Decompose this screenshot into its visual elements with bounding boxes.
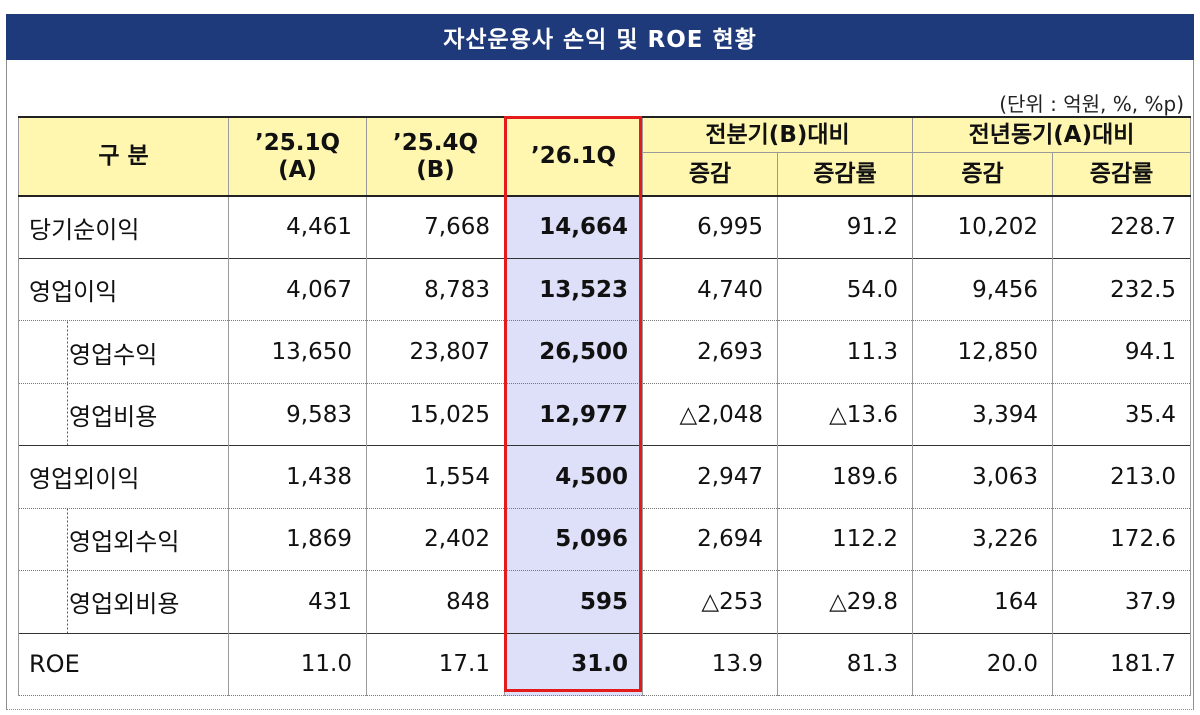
cell-b: 2,402 [366,507,505,571]
table-row: 영업외비용 431 848 595 △253 △29.8 164 37.9 [18,570,1192,634]
row-label: 당기순이익 [18,196,229,259]
table-row: 영업이익 4,067 8,783 13,523 4,740 54.0 9,456… [18,257,1192,321]
header-qoq-change-rate: 증감률 [776,151,914,197]
cell-b: 7,668 [366,196,505,259]
cell-yoy-rate: 181.7 [1052,632,1192,697]
cell-qoq-rate: △13.6 [776,382,914,446]
cell-qoq: △2,048 [642,382,778,446]
row-label: 영업이익 [18,257,229,321]
cell-yoy: 9,456 [912,257,1054,321]
table-title: 자산운용사 손익 및 ROE 현황 [6,14,1194,60]
table-row: 영업외수익 1,869 2,402 5,096 2,694 112.2 3,22… [18,507,1192,571]
cell-qoq: 6,995 [642,196,778,259]
cell-qoq-rate: 112.2 [776,507,914,571]
table-row: 영업수익 13,650 23,807 26,500 2,693 11.3 12,… [18,320,1192,384]
cell-qoq-rate: △29.8 [776,570,914,634]
cell-qoq: △253 [642,570,778,634]
cell-yoy: 3,226 [912,507,1054,571]
cell-b: 23,807 [366,320,505,384]
cell-c: 26,500 [504,320,643,384]
cell-qoq-rate: 54.0 [776,257,914,321]
unit-note: (단위 : 억원, %, %p) [999,92,1184,116]
cell-yoy: 164 [912,570,1054,634]
asset-manager-pl-table: 구 분 ’25.1Q (A) ’25.4Q (B) ’26.1Q 전분기(B)대… [18,116,1192,697]
cell-qoq: 2,947 [642,445,778,509]
cell-a: 13,650 [228,320,367,384]
row-label: 영업수익 [18,320,229,384]
cell-a: 431 [228,570,367,634]
cell-a: 4,067 [228,257,367,321]
cell-qoq-rate: 91.2 [776,196,914,259]
cell-c: 13,523 [504,257,643,321]
header-yoy-change: 증감 [912,151,1054,197]
table-row: ROE 11.0 17.1 31.0 13.9 81.3 20.0 181.7 [18,632,1192,697]
cell-qoq: 2,694 [642,507,778,571]
cell-b: 1,554 [366,445,505,509]
cell-yoy-rate: 35.4 [1052,382,1192,446]
row-label: 영업비용 [18,382,229,446]
cell-b: 17.1 [366,632,505,697]
cell-yoy: 3,394 [912,382,1054,446]
cell-a: 11.0 [228,632,367,697]
cell-c: 595 [504,570,643,634]
cell-c: 14,664 [504,196,643,259]
cell-yoy-rate: 94.1 [1052,320,1192,384]
cell-qoq-rate: 11.3 [776,320,914,384]
cell-c: 5,096 [504,507,643,571]
row-label: 영업외비용 [18,570,229,634]
cell-yoy: 3,063 [912,445,1054,509]
cell-qoq: 2,693 [642,320,778,384]
table-row: 당기순이익 4,461 7,668 14,664 6,995 91.2 10,2… [18,196,1192,259]
cell-c: 12,977 [504,382,643,446]
header-25-1q: ’25.1Q (A) [228,116,367,197]
cell-yoy-rate: 228.7 [1052,196,1192,259]
cell-a: 1,869 [228,507,367,571]
cell-yoy-rate: 232.5 [1052,257,1192,321]
cell-a: 9,583 [228,382,367,446]
header-qoq-change: 증감 [642,151,778,197]
cell-b: 8,783 [366,257,505,321]
row-label: 영업외이익 [18,445,229,509]
cell-yoy: 20.0 [912,632,1054,697]
cell-yoy: 10,202 [912,196,1054,259]
cell-a: 4,461 [228,196,367,259]
cell-yoy-rate: 37.9 [1052,570,1192,634]
cell-yoy-rate: 172.6 [1052,507,1192,571]
cell-yoy: 12,850 [912,320,1054,384]
cell-c: 4,500 [504,445,643,509]
header-25-1q-line2: (A) [278,156,317,183]
header-yoy-group: 전년동기(A)대비 [912,116,1192,153]
cell-qoq-rate: 81.3 [776,632,914,697]
cell-qoq: 13.9 [642,632,778,697]
table-row: 영업외이익 1,438 1,554 4,500 2,947 189.6 3,06… [18,445,1192,509]
header-category: 구 분 [18,116,229,197]
cell-b: 15,025 [366,382,505,446]
cell-c: 31.0 [504,632,643,697]
table-row: 영업비용 9,583 15,025 12,977 △2,048 △13.6 3,… [18,382,1192,446]
header-25-4q-line1: ’25.4Q [392,130,479,157]
header-yoy-change-rate: 증감률 [1052,151,1192,197]
cell-b: 848 [366,570,505,634]
header-25-4q-line2: (B) [416,156,455,183]
row-label: 영업외수익 [18,507,229,571]
cell-qoq-rate: 189.6 [776,445,914,509]
cell-a: 1,438 [228,445,367,509]
cell-yoy-rate: 213.0 [1052,445,1192,509]
row-label: ROE [18,632,229,697]
header-qoq-group: 전분기(B)대비 [641,116,914,153]
header-25-1q-line1: ’25.1Q [254,130,341,157]
header-25-4q: ’25.4Q (B) [366,116,505,197]
cell-qoq: 4,740 [642,257,778,321]
header-26-1q: ’26.1Q [504,116,643,197]
